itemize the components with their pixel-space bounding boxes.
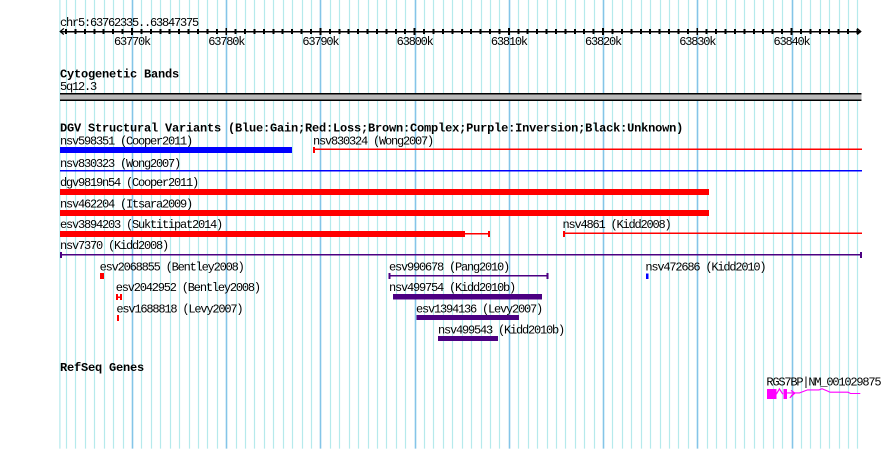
- svg-text:esv1394136 (Levy2007): esv1394136 (Levy2007): [416, 303, 542, 317]
- svg-text:nsv472686 (Kidd2010): nsv472686 (Kidd2010): [645, 261, 765, 275]
- svg-text:63770k: 63770k: [114, 35, 151, 49]
- svg-text:esv3894203 (Suktitipat2014): esv3894203 (Suktitipat2014): [60, 218, 222, 232]
- svg-text:nsv499543 (Kidd2010b): nsv499543 (Kidd2010b): [438, 324, 564, 338]
- svg-text:nsv830323 (Wong2007): nsv830323 (Wong2007): [60, 157, 180, 171]
- svg-text:esv1688818 (Levy2007): esv1688818 (Levy2007): [116, 303, 242, 317]
- svg-text:5q12.3: 5q12.3: [60, 80, 97, 94]
- svg-text:RefSeq Genes: RefSeq Genes: [60, 361, 144, 375]
- svg-text:DGV Structural Variants (Blue:: DGV Structural Variants (Blue:Gain;Red:L…: [60, 122, 683, 136]
- svg-text:63840k: 63840k: [773, 35, 810, 49]
- svg-text:Cytogenetic Bands: Cytogenetic Bands: [60, 67, 179, 81]
- svg-text:esv2068855 (Bentley2008): esv2068855 (Bentley2008): [100, 261, 244, 275]
- svg-text:nsv830324 (Wong2007): nsv830324 (Wong2007): [313, 135, 433, 149]
- svg-text:RGS7BP|NM_001029875: RGS7BP|NM_001029875: [766, 375, 881, 389]
- svg-text:nsv4861 (Kidd2008): nsv4861 (Kidd2008): [563, 218, 671, 232]
- svg-text:nsv7370 (Kidd2008): nsv7370 (Kidd2008): [60, 239, 168, 253]
- svg-text:63810k: 63810k: [491, 35, 528, 49]
- svg-text:chr5:63762335..63847375: chr5:63762335..63847375: [60, 16, 199, 30]
- svg-text:esv2042952 (Bentley2008): esv2042952 (Bentley2008): [116, 281, 260, 295]
- svg-text:63820k: 63820k: [585, 35, 622, 49]
- svg-text:dgv9819n54 (Cooper2011): dgv9819n54 (Cooper2011): [60, 176, 198, 190]
- svg-text:nsv462204 (Itsara2009): nsv462204 (Itsara2009): [60, 198, 192, 212]
- svg-text:63800k: 63800k: [397, 35, 434, 49]
- svg-text:nsv499754 (Kidd2010b): nsv499754 (Kidd2010b): [389, 281, 515, 295]
- svg-text:nsv598351 (Cooper2011): nsv598351 (Cooper2011): [60, 135, 192, 149]
- svg-text:esv990678 (Pang2010): esv990678 (Pang2010): [389, 261, 509, 275]
- svg-text:63790k: 63790k: [302, 35, 339, 49]
- svg-text:63830k: 63830k: [679, 35, 716, 49]
- svg-text:63780k: 63780k: [208, 35, 245, 49]
